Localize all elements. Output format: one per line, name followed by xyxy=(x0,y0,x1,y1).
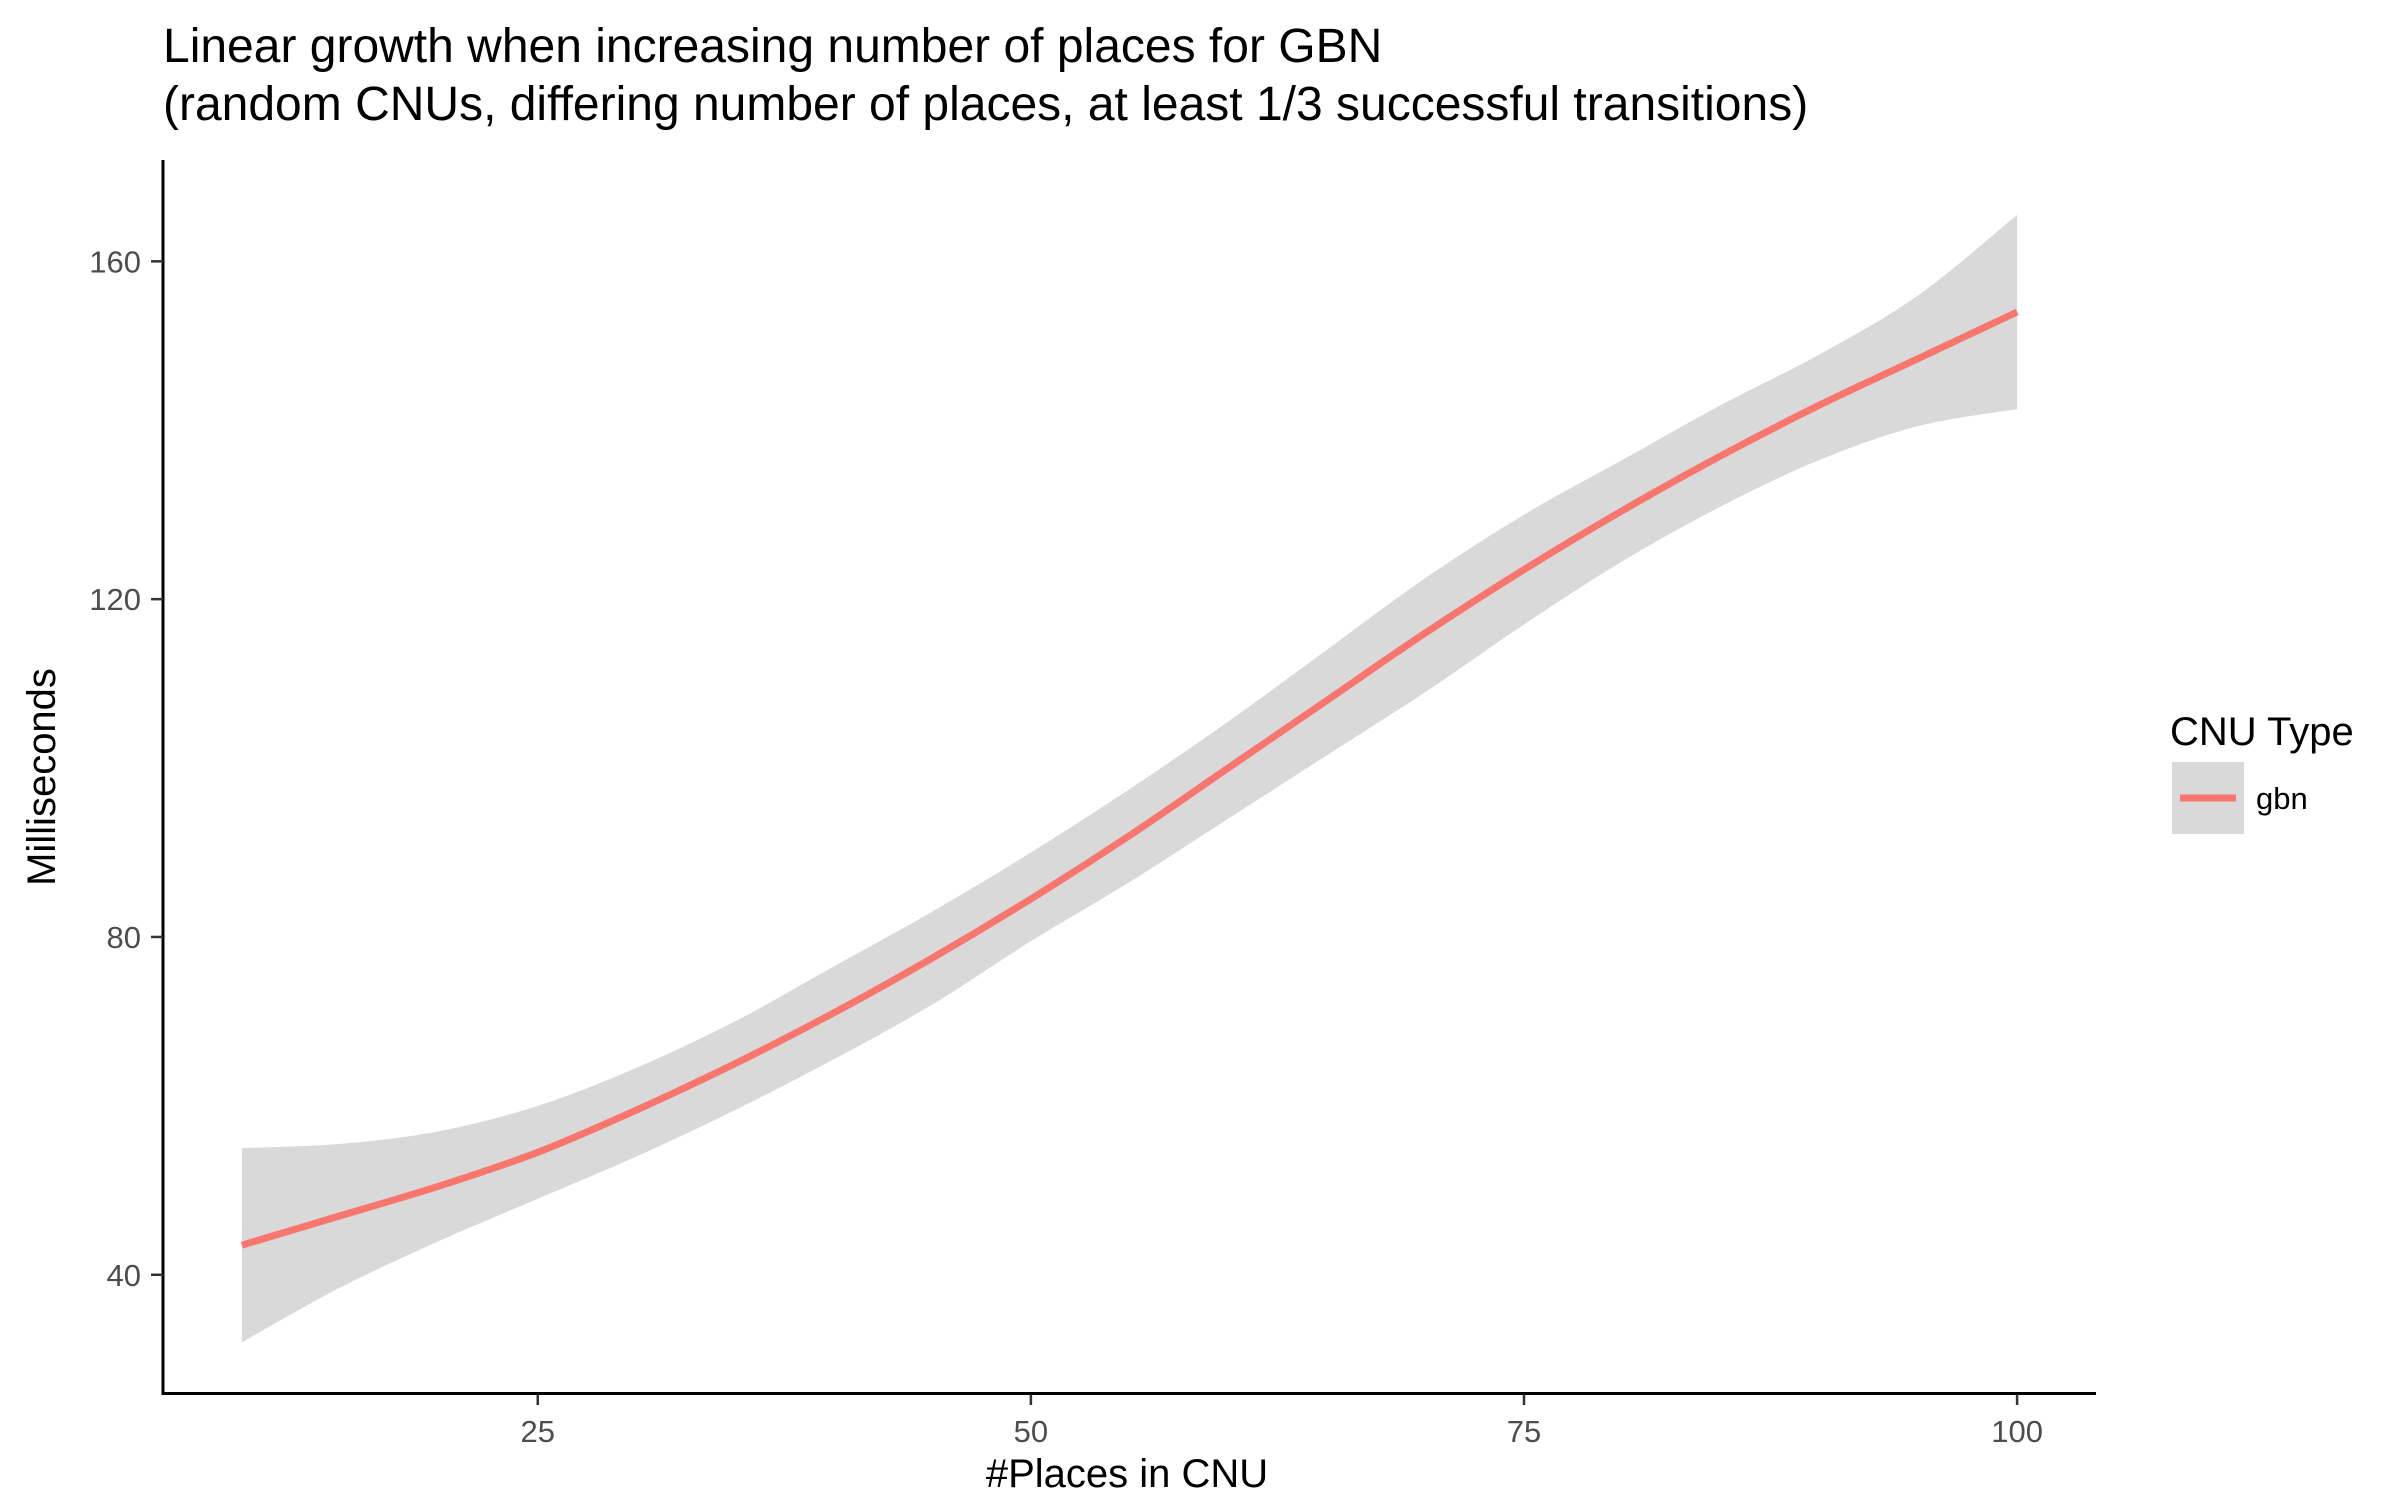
y-tick-label: 120 xyxy=(89,582,141,617)
legend-title: CNU Type xyxy=(2170,710,2354,754)
confidence-band-gbn xyxy=(241,214,2018,1343)
y-tick-label: 40 xyxy=(107,1258,141,1293)
legend-label-gbn: gbn xyxy=(2256,781,2308,816)
x-axis-title: #Places in CNU xyxy=(986,1452,1268,1496)
plot-area xyxy=(240,214,2019,1343)
x-tick-label: 75 xyxy=(1507,1414,1541,1449)
x-tick-label: 25 xyxy=(521,1414,555,1449)
chart-title: Linear growth when increasing number of … xyxy=(163,20,1382,73)
y-axis-ticks: 40 80 120 160 xyxy=(89,244,163,1293)
x-tick-label: 50 xyxy=(1014,1414,1048,1449)
y-tick-label: 160 xyxy=(89,244,141,279)
x-tick-label: 100 xyxy=(1991,1414,2043,1449)
y-axis-title: Milliseconds xyxy=(20,668,64,886)
x-axis-ticks: 25 50 75 100 xyxy=(521,1394,2043,1449)
legend: CNU Type gbn xyxy=(2170,710,2354,834)
chart-subtitle: (random CNUs, differing number of places… xyxy=(163,78,1808,131)
y-tick-label: 80 xyxy=(107,920,141,955)
